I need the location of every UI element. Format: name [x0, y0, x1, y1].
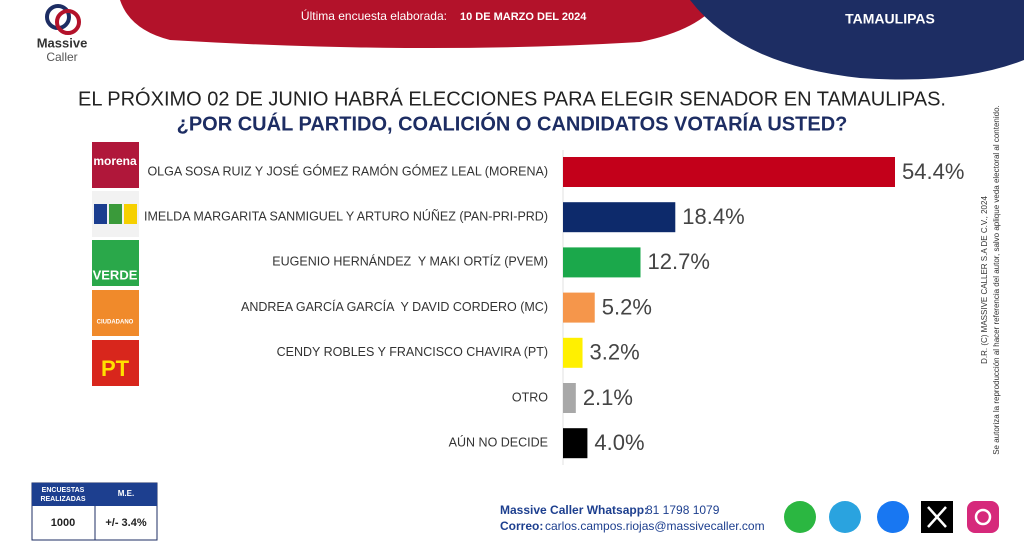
- bar: [563, 157, 895, 187]
- logo-text: PT: [101, 356, 130, 381]
- facebook-icon[interactable]: [877, 501, 909, 533]
- logo-text: CIUDADANO: [97, 320, 134, 326]
- table-header-text: M.E.: [118, 489, 134, 498]
- table-header-text: ENCUESTAS REALIZADAS: [40, 487, 86, 503]
- footer-value: 81 1798 1079: [646, 503, 720, 517]
- bar: [563, 383, 576, 413]
- logo-pan: [94, 204, 107, 224]
- instagram-glyph: [974, 508, 992, 526]
- value-label: 5.2%: [602, 294, 652, 319]
- value-label: 12.7%: [648, 249, 710, 274]
- logo-verde: [92, 240, 139, 286]
- region: TAMAULIPAS: [845, 11, 935, 27]
- survey-date: 10 DE MARZO DEL 2024: [460, 11, 587, 23]
- category-label: OLGA SOSA RUIZ Y JOSÉ GÓMEZ RAMÓN GÓMEZ …: [147, 163, 548, 178]
- chart-subtitle: ¿POR CUÁL PARTIDO, COALICIÓN O CANDIDATO…: [177, 111, 848, 135]
- logo-pri: [109, 204, 122, 224]
- bar: [563, 247, 641, 278]
- footer-value: carlos.campos.riojas@massivecaller.com: [545, 519, 765, 533]
- party-logos: morena CIUDADANO VERDE PT: [92, 142, 139, 386]
- table-cell: 1000: [51, 517, 75, 529]
- whatsapp-icon[interactable]: [784, 501, 816, 533]
- footer-label: Massive Caller Whatsapp:: [500, 503, 648, 517]
- value-label: 3.2%: [590, 340, 640, 365]
- category-label: IMELDA MARGARITA SANMIGUEL Y ARTURO NÚÑE…: [144, 208, 548, 223]
- logo-morena: [92, 142, 139, 188]
- bars: OLGA SOSA RUIZ Y JOSÉ GÓMEZ RAMÓN GÓMEZ …: [144, 157, 964, 459]
- instagram-icon[interactable]: [967, 501, 999, 533]
- survey-label: Última encuesta elaborada:: [301, 8, 447, 23]
- logo-pt: [92, 340, 139, 386]
- logo: Massive Caller: [37, 4, 88, 64]
- logo-ring: [55, 9, 81, 35]
- table-header: [32, 483, 157, 506]
- value-label: 4.0%: [594, 430, 644, 455]
- bar: [563, 428, 588, 459]
- category-label: EUGENIO HERNÁNDEZ Y MAKI ORTÍZ (PVEM): [272, 254, 548, 269]
- bar: [563, 337, 583, 368]
- header-navy: [690, 0, 1024, 80]
- bar: [563, 202, 676, 233]
- footer-label: Correo:: [500, 519, 543, 533]
- logo-text: morena: [93, 154, 137, 168]
- table-head-cell: ENCUESTAS REALIZADAS: [40, 487, 86, 503]
- table: ENCUESTAS REALIZADAS M.E. 1000 +/- 3.4%: [31, 482, 158, 541]
- category-label: OTRO: [512, 390, 548, 404]
- value-label: 54.4%: [902, 159, 964, 184]
- table-cell: +/- 3.4%: [105, 517, 146, 529]
- category-label: ANDREA GARCÍA GARCÍA Y DAVID CORDERO (MC…: [241, 299, 548, 314]
- logo-mc: [92, 290, 139, 336]
- logo-prd: [124, 204, 137, 224]
- category-label: CENDY ROBLES Y FRANCISCO CHAVIRA (PT): [277, 345, 548, 359]
- side-note: Se autoriza la reproducción al hacer ref…: [992, 105, 1001, 455]
- x-glyph: [927, 506, 947, 528]
- telegram-icon[interactable]: [829, 501, 861, 533]
- category-label: AÚN NO DECIDE: [449, 434, 548, 449]
- brand: Massive: [37, 35, 88, 50]
- bar: [563, 292, 595, 323]
- social-icons: [784, 501, 999, 533]
- header-red: [120, 0, 720, 49]
- logo-text: VERDE: [93, 267, 138, 282]
- brand-sub: Caller: [46, 50, 77, 64]
- value-label: 2.1%: [583, 385, 633, 410]
- side-note: D.R. (C) MASSIVE CALLER S.A DE C.V., 202…: [980, 196, 989, 364]
- chart-title: EL PRÓXIMO 02 DE JUNIO HABRÁ ELECCIONES …: [78, 87, 946, 110]
- value-label: 18.4%: [682, 204, 744, 229]
